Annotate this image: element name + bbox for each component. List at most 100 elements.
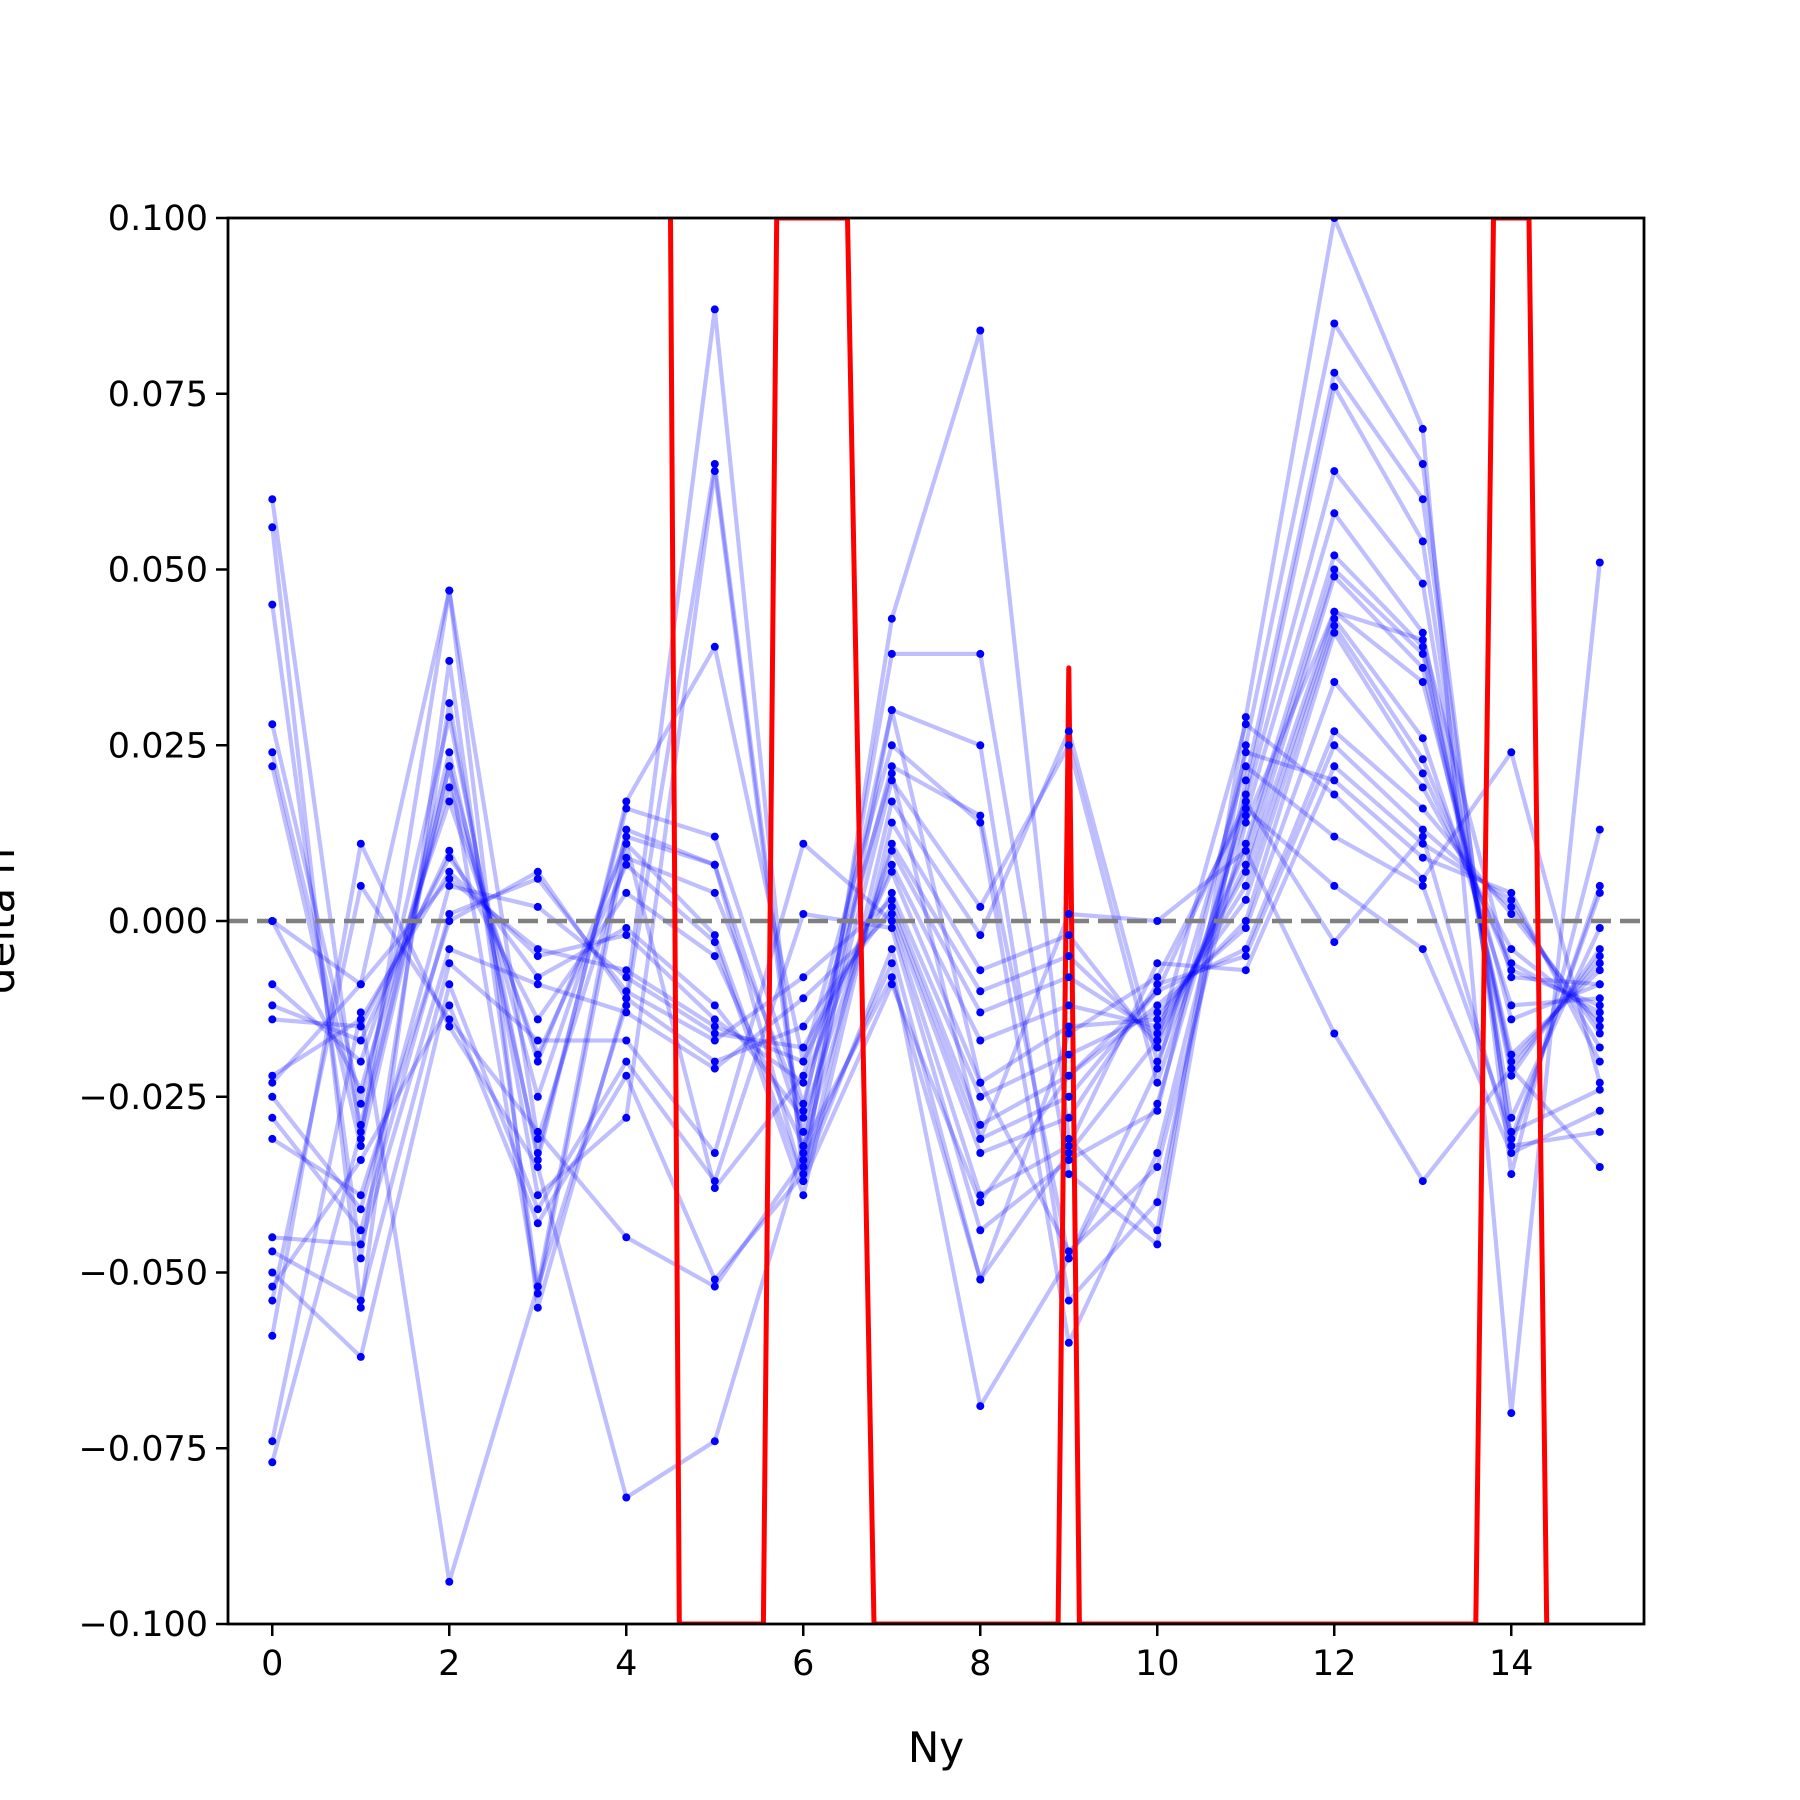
sample-point — [1418, 881, 1427, 890]
sample-point — [1064, 973, 1073, 982]
sample-point — [1153, 1015, 1162, 1024]
sample-point — [533, 874, 542, 883]
sample-point — [1507, 1409, 1516, 1418]
sample-point — [268, 1437, 277, 1446]
sample-series-line-18 — [270, 722, 1602, 1288]
sample-point — [622, 987, 631, 996]
sample-point — [710, 460, 719, 468]
sample-point — [710, 642, 719, 651]
sample-point — [445, 797, 454, 806]
sample-point — [799, 1022, 808, 1031]
sample-point — [1241, 748, 1250, 757]
sample-point — [710, 1036, 719, 1045]
sample-point — [1330, 614, 1339, 623]
sample-point — [1153, 1078, 1162, 1087]
sample-point — [268, 1296, 277, 1305]
sample-point — [1064, 952, 1073, 961]
sample-point — [445, 881, 454, 890]
sample-point — [976, 1036, 985, 1045]
sample-point — [622, 860, 631, 869]
sample-point — [887, 867, 896, 876]
sample-point — [445, 586, 454, 595]
sample-point — [622, 994, 631, 1003]
sample-point — [1153, 1163, 1162, 1171]
sample-point — [268, 762, 277, 771]
sample-point — [1241, 881, 1250, 890]
sample-point — [1064, 1029, 1073, 1038]
sample-point — [1241, 797, 1250, 806]
sample-point — [1330, 776, 1339, 785]
sample-point — [1418, 628, 1427, 637]
sample-point — [1241, 917, 1250, 925]
sample-point — [887, 980, 896, 989]
sample-point — [445, 910, 454, 918]
sample-point — [622, 797, 631, 806]
sample-point — [1064, 1001, 1073, 1010]
sample-point — [1153, 1064, 1162, 1073]
sample-point — [1418, 832, 1427, 841]
sample-point — [356, 1022, 365, 1031]
sample-series-group — [270, 218, 1602, 1584]
sample-point — [445, 917, 454, 925]
x-tick-label: 10 — [1135, 1644, 1180, 1684]
y-tick-label: −0.100 — [78, 1605, 208, 1645]
sample-point — [356, 1085, 365, 1094]
sample-point — [1330, 551, 1339, 560]
sample-point — [1064, 1022, 1073, 1031]
sample-point — [1507, 1134, 1516, 1143]
sample-series-line-1 — [270, 321, 1602, 1310]
sample-series-line-11 — [270, 623, 1601, 1085]
sample-point — [533, 1191, 542, 1200]
sample-point — [976, 1275, 985, 1284]
sample-point — [1064, 1170, 1073, 1179]
sample-point — [622, 888, 631, 897]
sample-point — [710, 952, 719, 961]
sample-series-line-13 — [270, 679, 1602, 1233]
sample-series-line-17 — [270, 750, 1602, 1360]
sample-point — [533, 1134, 542, 1143]
sample-point — [887, 818, 896, 827]
sample-point — [445, 853, 454, 862]
sample-point — [1595, 888, 1604, 897]
sample-point — [976, 649, 985, 658]
sample-point — [533, 1219, 542, 1228]
sample-point — [356, 1303, 365, 1312]
sample-point — [1418, 804, 1427, 813]
sample-point — [533, 945, 542, 954]
sample-point — [1241, 741, 1250, 750]
sample-point — [1241, 895, 1250, 904]
sample-point — [1418, 755, 1427, 764]
sample-point — [710, 888, 719, 897]
sample-point — [445, 713, 454, 722]
sample-point — [445, 762, 454, 771]
sample-point — [533, 902, 542, 911]
sample-point — [533, 1092, 542, 1101]
sample-point — [622, 1008, 631, 1017]
sample-series-line-14 — [271, 729, 1602, 1198]
sample-point — [1153, 973, 1162, 982]
sample-point — [1507, 888, 1516, 897]
sample-point — [887, 917, 896, 925]
sample-point — [1595, 959, 1604, 968]
sample-point — [1330, 881, 1339, 890]
sample-point — [1418, 769, 1427, 778]
sample-point — [1064, 1071, 1073, 1080]
sample-point — [710, 1149, 719, 1157]
sample-series-line-19 — [270, 764, 1601, 1409]
sample-point — [1064, 1296, 1073, 1305]
sample-point — [1507, 1113, 1516, 1122]
sample-point — [710, 1001, 719, 1010]
y-tick-label: −0.025 — [78, 1078, 208, 1118]
sample-point — [1507, 1057, 1516, 1066]
sample-point — [1064, 1134, 1073, 1143]
sample-point — [1418, 945, 1427, 954]
sample-point — [533, 867, 542, 876]
sample-point — [1595, 1163, 1604, 1171]
sample-point — [356, 1008, 365, 1017]
sample-point — [1418, 783, 1427, 792]
sample-point — [887, 706, 896, 715]
sample-point — [1507, 973, 1516, 982]
sample-point — [622, 1001, 631, 1010]
sample-point — [268, 917, 277, 925]
sample-point — [976, 1226, 985, 1235]
